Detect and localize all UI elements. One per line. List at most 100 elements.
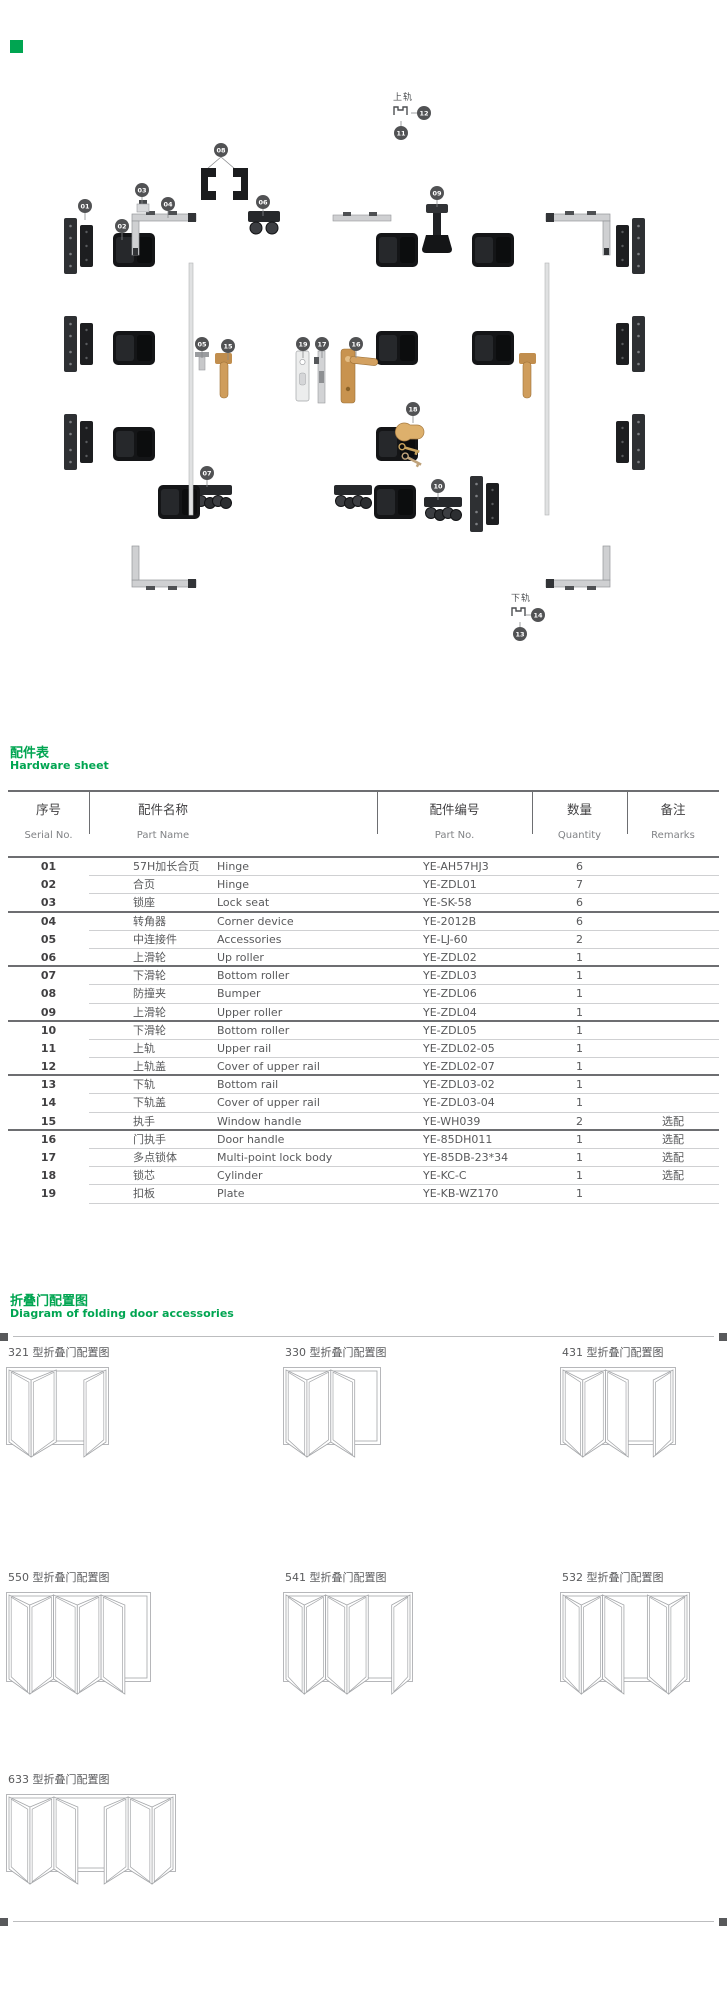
callout-badge: 17: [315, 337, 329, 358]
svg-text:05: 05: [197, 340, 207, 348]
hardware-sheet-title-cn: 配件表: [10, 746, 50, 761]
col-qty-en: Quantity: [557, 830, 602, 841]
callout-badge: 06: [256, 195, 270, 216]
cell-quantity: 1: [576, 969, 583, 983]
cell-serial: 12: [40, 1060, 57, 1074]
cell-name-en: Corner device: [217, 914, 294, 928]
cell-quantity: 1: [576, 1023, 583, 1037]
callout-badge: 05: [195, 337, 209, 358]
callout-badge: 15: [221, 339, 235, 360]
col-remarks-en: Remarks: [651, 830, 695, 841]
cell-quantity: 1: [576, 1169, 583, 1183]
callout-badge: 03: [135, 183, 149, 204]
cell-name-en: Cover of upper rail: [217, 1060, 320, 1074]
cell-serial: 08: [40, 987, 57, 1001]
cell-serial: 11: [40, 1041, 57, 1055]
cell-serial: 05: [40, 932, 57, 946]
cell-serial: 01: [40, 860, 57, 873]
table-row: 01 57H加长合页 Hinge YE-AH57HJ3 6: [8, 858, 719, 877]
cell-quantity: 1: [576, 1096, 583, 1110]
cell-name-en: Bottom rail: [217, 1078, 279, 1092]
cell-part-no: YE-ZDL06: [423, 987, 477, 1001]
cell-part-no: YE-85DH011: [423, 1132, 493, 1146]
callout-badge: 04: [161, 197, 175, 218]
table-row: 05 中连接件 Accessories YE-LJ-60 2: [8, 931, 719, 950]
callout-badge: 13: [513, 622, 527, 641]
cell-name-cn: 执手: [133, 1114, 155, 1128]
hardware-sheet-table: 序号 Serial No. 配件名称 Part Name 配件编号 Part N…: [8, 790, 719, 1204]
cell-name-cn: 57H加长合页: [133, 860, 200, 873]
table-row: 11 上轨 Upper rail YE-ZDL02-05 1: [8, 1040, 719, 1059]
svg-text:02: 02: [117, 222, 126, 230]
svg-text:17: 17: [317, 340, 326, 348]
table-row: 10 下滑轮 Bottom roller YE-ZDL05 1: [8, 1022, 719, 1041]
cell-part-no: YE-ZDL04: [423, 1005, 477, 1019]
cell-name-en: Cylinder: [217, 1169, 263, 1183]
cell-quantity: 7: [576, 878, 583, 892]
cell-serial: 10: [40, 1023, 57, 1037]
cell-name-cn: 扣板: [133, 1187, 155, 1201]
callout-badge: 18: [406, 402, 420, 423]
svg-text:16: 16: [351, 340, 361, 348]
header-divider: [627, 792, 628, 834]
cell-name-cn: 上滑轮: [133, 1005, 166, 1019]
cell-quantity: 2: [576, 932, 583, 946]
cell-name-en: Hinge: [217, 878, 250, 892]
cell-remark: 选配: [662, 1151, 684, 1164]
col-name-en: Part Name: [136, 830, 190, 841]
cell-name-cn: 下轨盖: [133, 1096, 166, 1110]
cell-part-no: YE-KB-WZ170: [423, 1187, 499, 1201]
door-config-label: 541 型折叠门配置图: [285, 1571, 387, 1584]
section-divider: [0, 1332, 727, 1341]
door-config-label: 321 型折叠门配置图: [8, 1346, 110, 1359]
cell-name-cn: 门执手: [133, 1132, 166, 1146]
callout-badge: 02: [115, 219, 129, 240]
folding-section-title-en: Diagram of folding door accessories: [10, 1307, 234, 1320]
header-divider: [89, 792, 90, 834]
cell-part-no: YE-ZDL02: [423, 950, 477, 964]
cell-name-cn: 中连接件: [133, 932, 177, 946]
table-row: 16 门执手 Door handle YE-85DH011 1 选配: [8, 1131, 719, 1150]
svg-text:19: 19: [298, 340, 308, 348]
callout-badge: 09: [430, 186, 444, 207]
table-row: 18 锁芯 Cylinder YE-KC-C 1 选配: [8, 1167, 719, 1186]
cell-quantity: 1: [576, 1132, 583, 1146]
lower-rail-label: 下轨: [511, 594, 532, 604]
svg-text:14: 14: [533, 611, 543, 619]
svg-text:18: 18: [408, 405, 418, 413]
cell-part-no: YE-ZDL03: [423, 969, 477, 983]
svg-text:03: 03: [137, 186, 146, 194]
door-config-diagram: [559, 1367, 677, 1465]
cell-serial: 02: [40, 878, 57, 892]
cell-part-no: YE-85DB-23*34: [423, 1151, 509, 1164]
cell-name-cn: 多点锁体: [133, 1151, 177, 1164]
brand-green-square: [10, 40, 23, 53]
cell-quantity: 1: [576, 1187, 583, 1201]
cell-part-no: YE-2012B: [423, 914, 477, 928]
cell-serial: 09: [40, 1005, 57, 1019]
cell-name-en: Upper rail: [217, 1041, 272, 1055]
callout-badge: 07: [200, 466, 214, 487]
svg-text:06: 06: [258, 198, 268, 206]
cell-name-en: Door handle: [217, 1132, 285, 1146]
cell-name-cn: 锁芯: [133, 1169, 155, 1183]
cell-name-en: Bumper: [217, 987, 261, 1001]
cell-serial: 13: [40, 1078, 57, 1092]
svg-text:10: 10: [433, 482, 443, 490]
callout-badge: 19: [296, 337, 310, 358]
cell-remark: 选配: [662, 1132, 684, 1146]
cell-name-cn: 下滑轮: [133, 1023, 166, 1037]
door-config-label: 330 型折叠门配置图: [285, 1346, 387, 1359]
door-config-diagram: [5, 1367, 110, 1465]
svg-text:12: 12: [419, 109, 428, 117]
cell-quantity: 1: [576, 1060, 583, 1074]
door-config-diagram: [559, 1592, 691, 1702]
table-row: 03 锁座 Lock seat YE-SK-58 6: [8, 894, 719, 913]
callout-badge: 08: [214, 143, 228, 157]
door-config-label: 431 型折叠门配置图: [562, 1346, 664, 1359]
callout-badge: 10: [431, 479, 445, 500]
col-serial-cn: 序号: [35, 802, 61, 817]
cell-name-en: Hinge: [217, 860, 250, 873]
cell-part-no: YE-WH039: [423, 1114, 481, 1128]
cell-name-en: Up roller: [217, 950, 264, 964]
